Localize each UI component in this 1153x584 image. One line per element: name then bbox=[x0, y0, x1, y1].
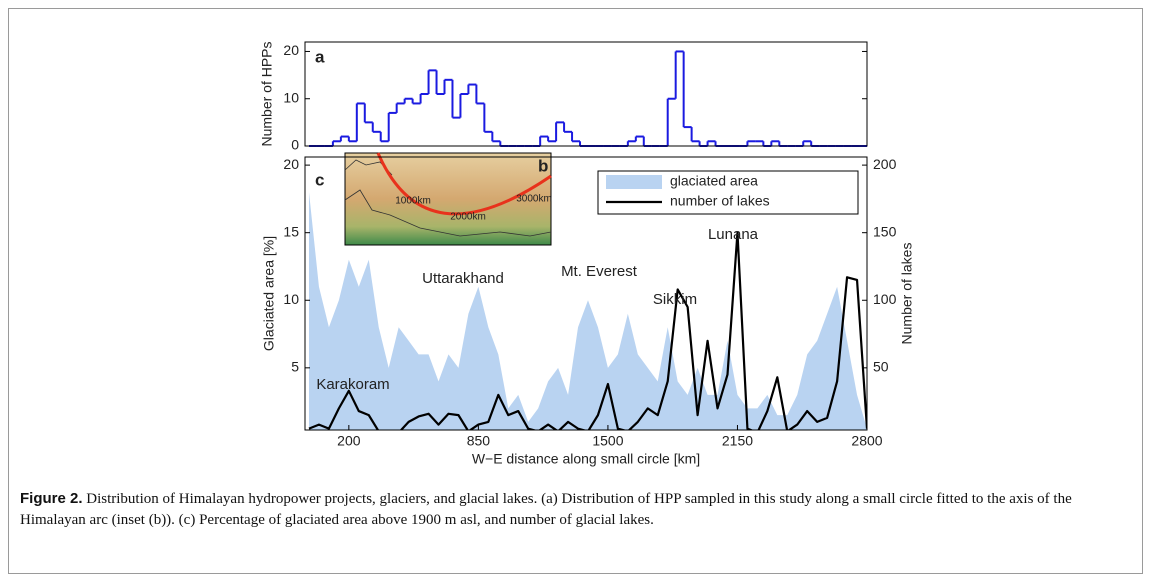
caption-label: Figure 2. bbox=[20, 490, 83, 507]
y-tick-label: 5 bbox=[291, 359, 299, 375]
annotation: Lunana bbox=[708, 226, 759, 243]
annotation: Mt. Everest bbox=[561, 263, 638, 280]
caption: Figure 2. Distribution of Himalayan hydr… bbox=[20, 488, 1130, 531]
x-tick-label: 2800 bbox=[851, 433, 882, 449]
inset-arc bbox=[376, 152, 552, 216]
distance-label: 2000km bbox=[450, 212, 486, 223]
y2-tick-label: 100 bbox=[873, 291, 897, 307]
axes-frame bbox=[304, 156, 868, 431]
y-tick-label: 0 bbox=[291, 137, 299, 153]
inset-background bbox=[344, 152, 552, 246]
y-tick-label: 20 bbox=[283, 42, 299, 58]
y2-axis-label: Number of lakes bbox=[899, 243, 915, 345]
x-tick-label: 2150 bbox=[722, 433, 753, 449]
x-axis-label: W−E distance along small circle [km] bbox=[472, 451, 700, 467]
inset-label: b bbox=[538, 156, 548, 175]
y-tick-label: 15 bbox=[283, 223, 299, 239]
inset-border bbox=[344, 189, 552, 237]
axes-frame bbox=[304, 41, 868, 147]
y-tick-label: 20 bbox=[283, 156, 299, 172]
inset-map: b 1000km 2000km 3000km bbox=[344, 152, 552, 246]
legend-label: number of lakes bbox=[670, 193, 770, 209]
distance-label: 3000km bbox=[516, 194, 552, 205]
panel-label: c bbox=[315, 170, 324, 189]
y-tick-label: 10 bbox=[283, 291, 299, 307]
annotation: Sikkim bbox=[653, 291, 697, 308]
annotation: Uttarakhand bbox=[422, 270, 504, 287]
y-axis-label: Number of HPPs bbox=[259, 41, 275, 146]
y2-tick-label: 200 bbox=[873, 156, 897, 172]
x-tick-label: 200 bbox=[337, 433, 361, 449]
legend: glaciated area number of lakes bbox=[597, 170, 859, 215]
figure-frame bbox=[8, 8, 1143, 574]
line bbox=[308, 231, 867, 430]
y-tick-label: 10 bbox=[283, 89, 299, 105]
y2-tick-label: 50 bbox=[873, 359, 889, 375]
caption-text: Distribution of Himalayan hydropower pro… bbox=[20, 491, 1072, 528]
legend-label: glaciated area bbox=[670, 173, 758, 189]
y-axis-label: Glaciated area [%] bbox=[261, 236, 277, 351]
distance-label: 1000km bbox=[395, 196, 431, 207]
panel-label: a bbox=[315, 47, 325, 66]
legend-swatch bbox=[606, 175, 662, 189]
annotation: Karakoram bbox=[316, 376, 389, 393]
x-tick-label: 1500 bbox=[592, 433, 623, 449]
figure: 0 10 20 a Number of HPPs b 1000km 2000km 3000km K… bbox=[259, 41, 915, 467]
y2-tick-label: 150 bbox=[873, 223, 897, 239]
x-tick-label: 850 bbox=[467, 433, 491, 449]
